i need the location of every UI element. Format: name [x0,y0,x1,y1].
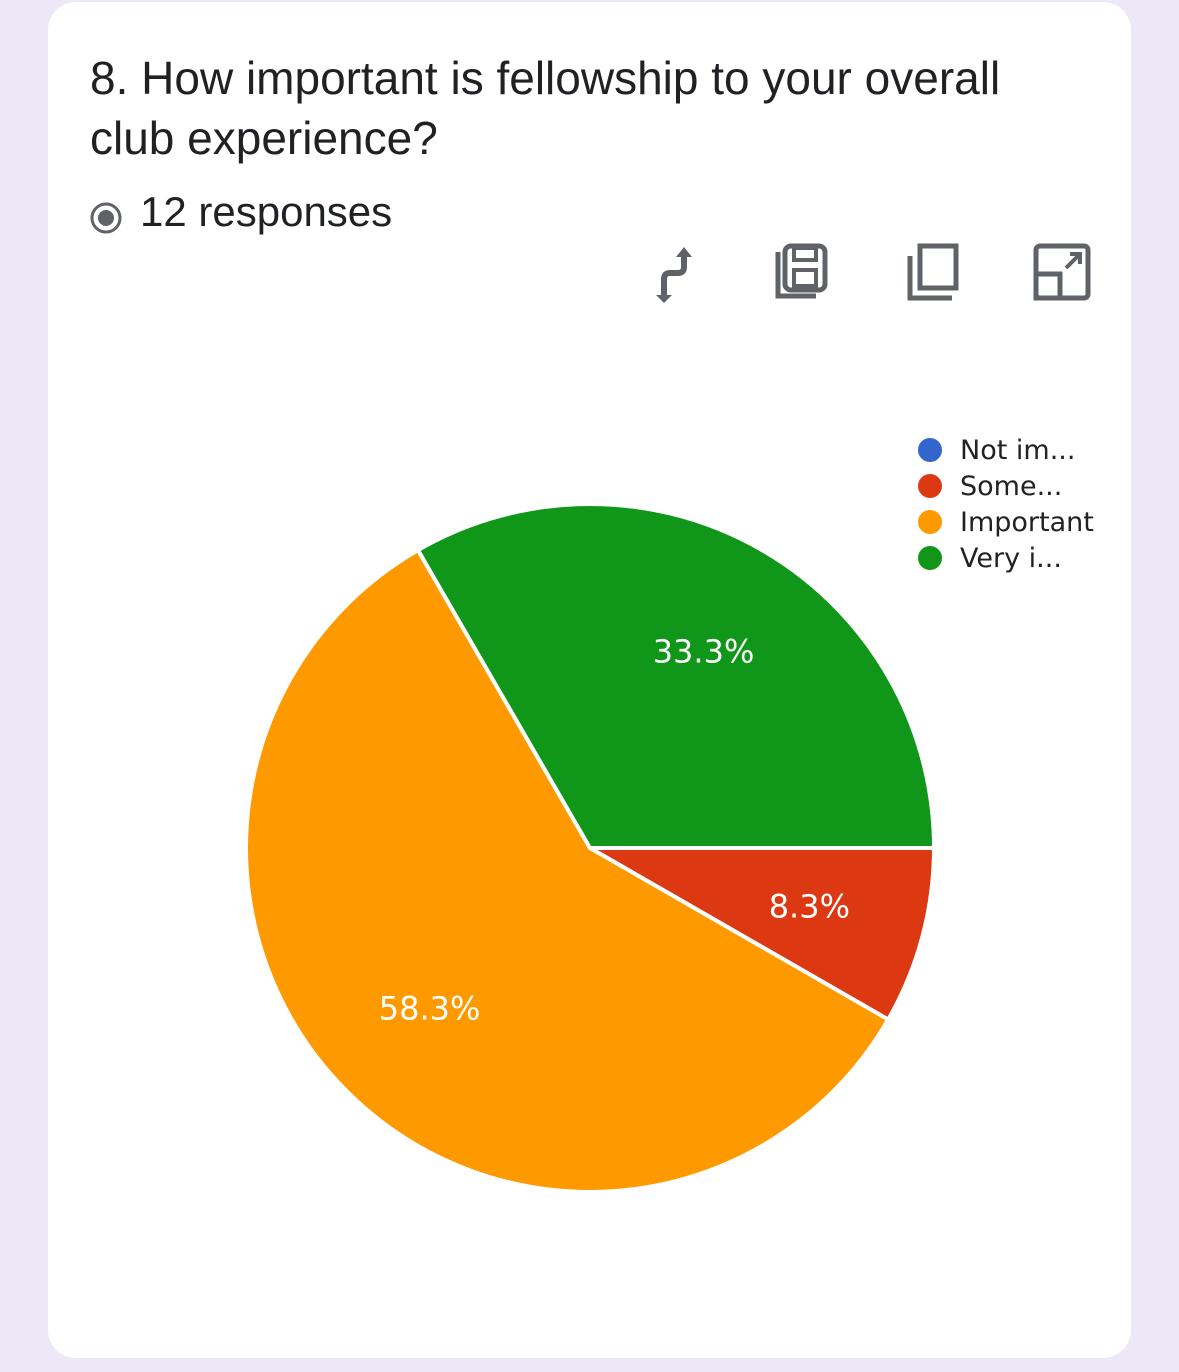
pie-slice[interactable] [415,502,937,850]
pie-slice[interactable] [244,547,891,1194]
legend-label: Some... [960,470,1063,502]
legend-item[interactable]: Very i... [918,540,1094,576]
chart-card: 8. How important is fellowship to your o… [48,2,1131,1358]
slice-data-label: 33.3% [653,632,755,670]
slice-data-label: 58.3% [379,990,481,1028]
responses-count: 12 responses [90,186,392,238]
question-title: 8. How important is fellowship to your o… [90,52,1001,164]
legend-dot [918,510,942,534]
legend-item[interactable]: Important [918,504,1094,540]
legend-dot [918,546,942,570]
legend-dot [918,438,942,462]
legend-label: Very i... [960,542,1062,574]
pie-chart: 8.3% 58.3% 33.3% [244,502,937,1194]
responses-label: 12 responses [140,188,393,235]
legend-label: Not im... [960,434,1076,466]
legend-item[interactable]: Some... [918,468,1094,504]
legend-item[interactable]: Not im... [918,432,1094,468]
save-icon[interactable] [760,234,836,310]
slice-data-label: 8.3% [769,888,850,926]
open-in-new-icon[interactable] [1024,234,1100,310]
radio-icon [90,196,122,234]
pie-slice[interactable] [582,846,937,1023]
legend-label: Important [960,506,1094,538]
swap-vertical-icon[interactable] [628,234,704,310]
copy-icon[interactable] [894,234,970,310]
chart-legend: Not im... Some... Important Very i... [918,432,1094,576]
legend-dot [918,474,942,498]
